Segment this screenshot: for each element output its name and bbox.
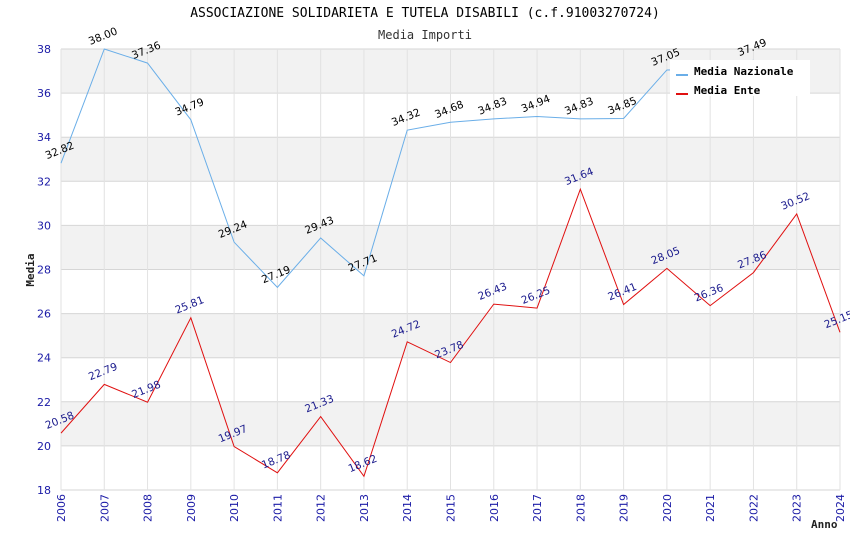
gridlines bbox=[60, 48, 841, 491]
x-axis-ticks: 2006 2007 2008 2009 2010 2011 2012 2013 2014 2015… bbox=[55, 494, 847, 522]
series-line-media-nazionale bbox=[60, 48, 754, 289]
y-tick-label: 38 bbox=[37, 43, 51, 56]
x-tick-label: 2011 bbox=[271, 494, 284, 522]
y-tick-label: 20 bbox=[37, 440, 51, 453]
x-tick-label: 2012 bbox=[315, 494, 328, 522]
x-tick-label: 2018 bbox=[574, 494, 587, 522]
x-tick-label: 2008 bbox=[142, 494, 155, 522]
x-axis-label: Anno bbox=[811, 518, 838, 531]
x-tick-label: 2020 bbox=[661, 494, 674, 522]
x-tick-label: 2024 bbox=[834, 494, 847, 522]
x-tick-label: 2017 bbox=[531, 494, 544, 522]
y-tick-label: 28 bbox=[37, 264, 51, 277]
legend: Media Nazionale Media Ente bbox=[670, 60, 810, 97]
x-tick-label: 2013 bbox=[358, 494, 371, 522]
y-tick-label: 30 bbox=[37, 219, 51, 232]
x-tick-label: 2015 bbox=[445, 494, 458, 522]
y-tick-label: 34 bbox=[37, 131, 51, 144]
x-tick-label: 2010 bbox=[228, 494, 241, 522]
series-lines bbox=[60, 48, 841, 478]
x-tick-label: 2014 bbox=[401, 494, 414, 522]
legend-box bbox=[670, 60, 810, 96]
x-tick-label: 2016 bbox=[488, 494, 501, 522]
y-tick-label: 32 bbox=[37, 175, 51, 188]
x-tick-label: 2022 bbox=[747, 494, 760, 522]
chart-subtitle: Media Importi bbox=[378, 28, 472, 42]
data-label: 38.00 bbox=[87, 25, 119, 47]
chart-title: ASSOCIAZIONE SOLIDARIETA E TUTELA DISABI… bbox=[190, 6, 660, 21]
series-line-media-ente bbox=[60, 187, 841, 478]
y-tick-label: 36 bbox=[37, 87, 51, 100]
y-tick-label: 18 bbox=[37, 484, 51, 497]
legend-entry: Media Nazionale bbox=[694, 65, 794, 78]
y-tick-label: 22 bbox=[37, 396, 51, 409]
x-tick-label: 2019 bbox=[618, 494, 631, 522]
legend-entry: Media Ente bbox=[694, 84, 761, 97]
x-tick-label: 2021 bbox=[704, 494, 717, 522]
x-tick-label: 2007 bbox=[98, 494, 111, 522]
y-tick-label: 24 bbox=[37, 352, 51, 365]
x-tick-label: 2009 bbox=[185, 494, 198, 522]
x-tick-label: 2023 bbox=[791, 494, 804, 522]
y-axis-ticks: 18 20 22 24 26 28 30 32 34 36 38 bbox=[37, 43, 51, 497]
x-tick-label: 2006 bbox=[55, 494, 68, 522]
y-axis-label: Media bbox=[24, 253, 37, 286]
y-tick-label: 26 bbox=[37, 308, 51, 321]
